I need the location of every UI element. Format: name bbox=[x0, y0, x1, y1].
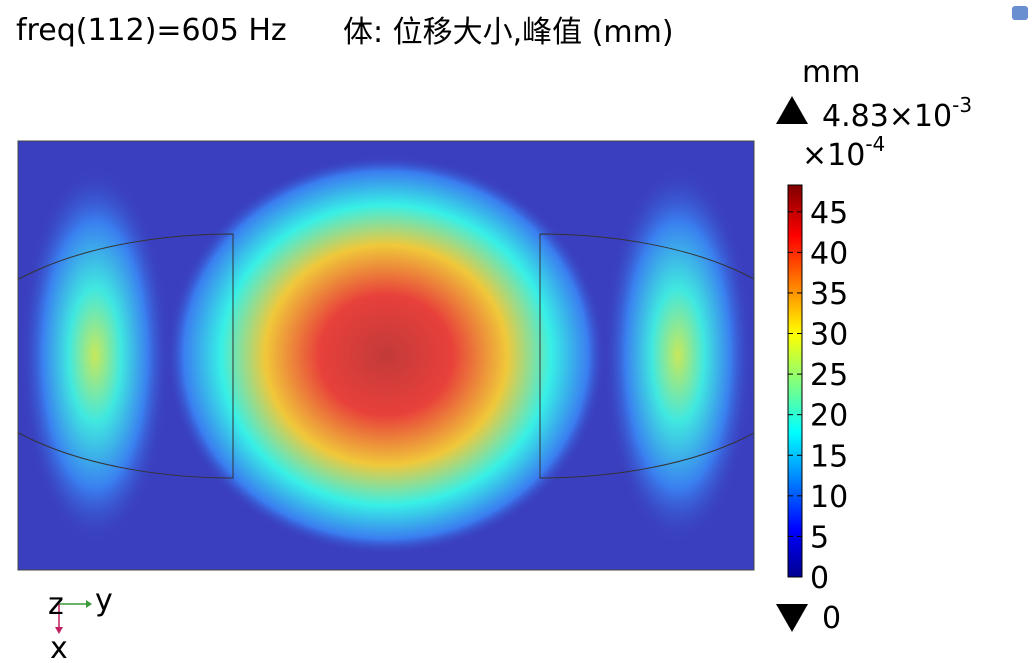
axis-triad: z y x bbox=[48, 583, 113, 663]
scale-base: ×10 bbox=[802, 138, 865, 173]
plot-border bbox=[17, 140, 755, 571]
tick-label: 30 bbox=[810, 318, 848, 353]
tick-label: 40 bbox=[810, 236, 848, 271]
tick-label: 25 bbox=[810, 358, 848, 393]
min-marker bbox=[776, 604, 808, 632]
max-exponent: -3 bbox=[952, 93, 972, 117]
frequency-label: freq(112)=605 Hz bbox=[16, 13, 287, 48]
legend-min: 0 bbox=[822, 601, 841, 636]
tick-label: 20 bbox=[810, 399, 848, 434]
legend-max: 4.83×10-3 bbox=[822, 93, 972, 134]
corner-icon[interactable] bbox=[1012, 6, 1028, 20]
tick-label: 15 bbox=[810, 439, 848, 474]
tick-label: 10 bbox=[810, 480, 848, 515]
max-mantissa: 4.83×10 bbox=[822, 99, 952, 134]
max-marker bbox=[776, 96, 808, 124]
legend-scale: ×10-4 bbox=[802, 132, 885, 173]
field-plot bbox=[18, 141, 754, 570]
scale-exponent: -4 bbox=[865, 132, 885, 156]
colorbar bbox=[787, 184, 803, 578]
expression-label: 体: 位移大小,峰值 (mm) bbox=[343, 15, 674, 50]
tick-label: 0 bbox=[810, 561, 829, 596]
legend-unit: mm bbox=[802, 55, 860, 90]
tick-label: 45 bbox=[810, 196, 848, 231]
tick-label: 5 bbox=[810, 520, 829, 555]
x-axis-label: x bbox=[50, 631, 68, 663]
y-axis-label: y bbox=[95, 583, 113, 618]
tick-label: 35 bbox=[810, 277, 848, 312]
z-axis-label: z bbox=[48, 587, 64, 622]
